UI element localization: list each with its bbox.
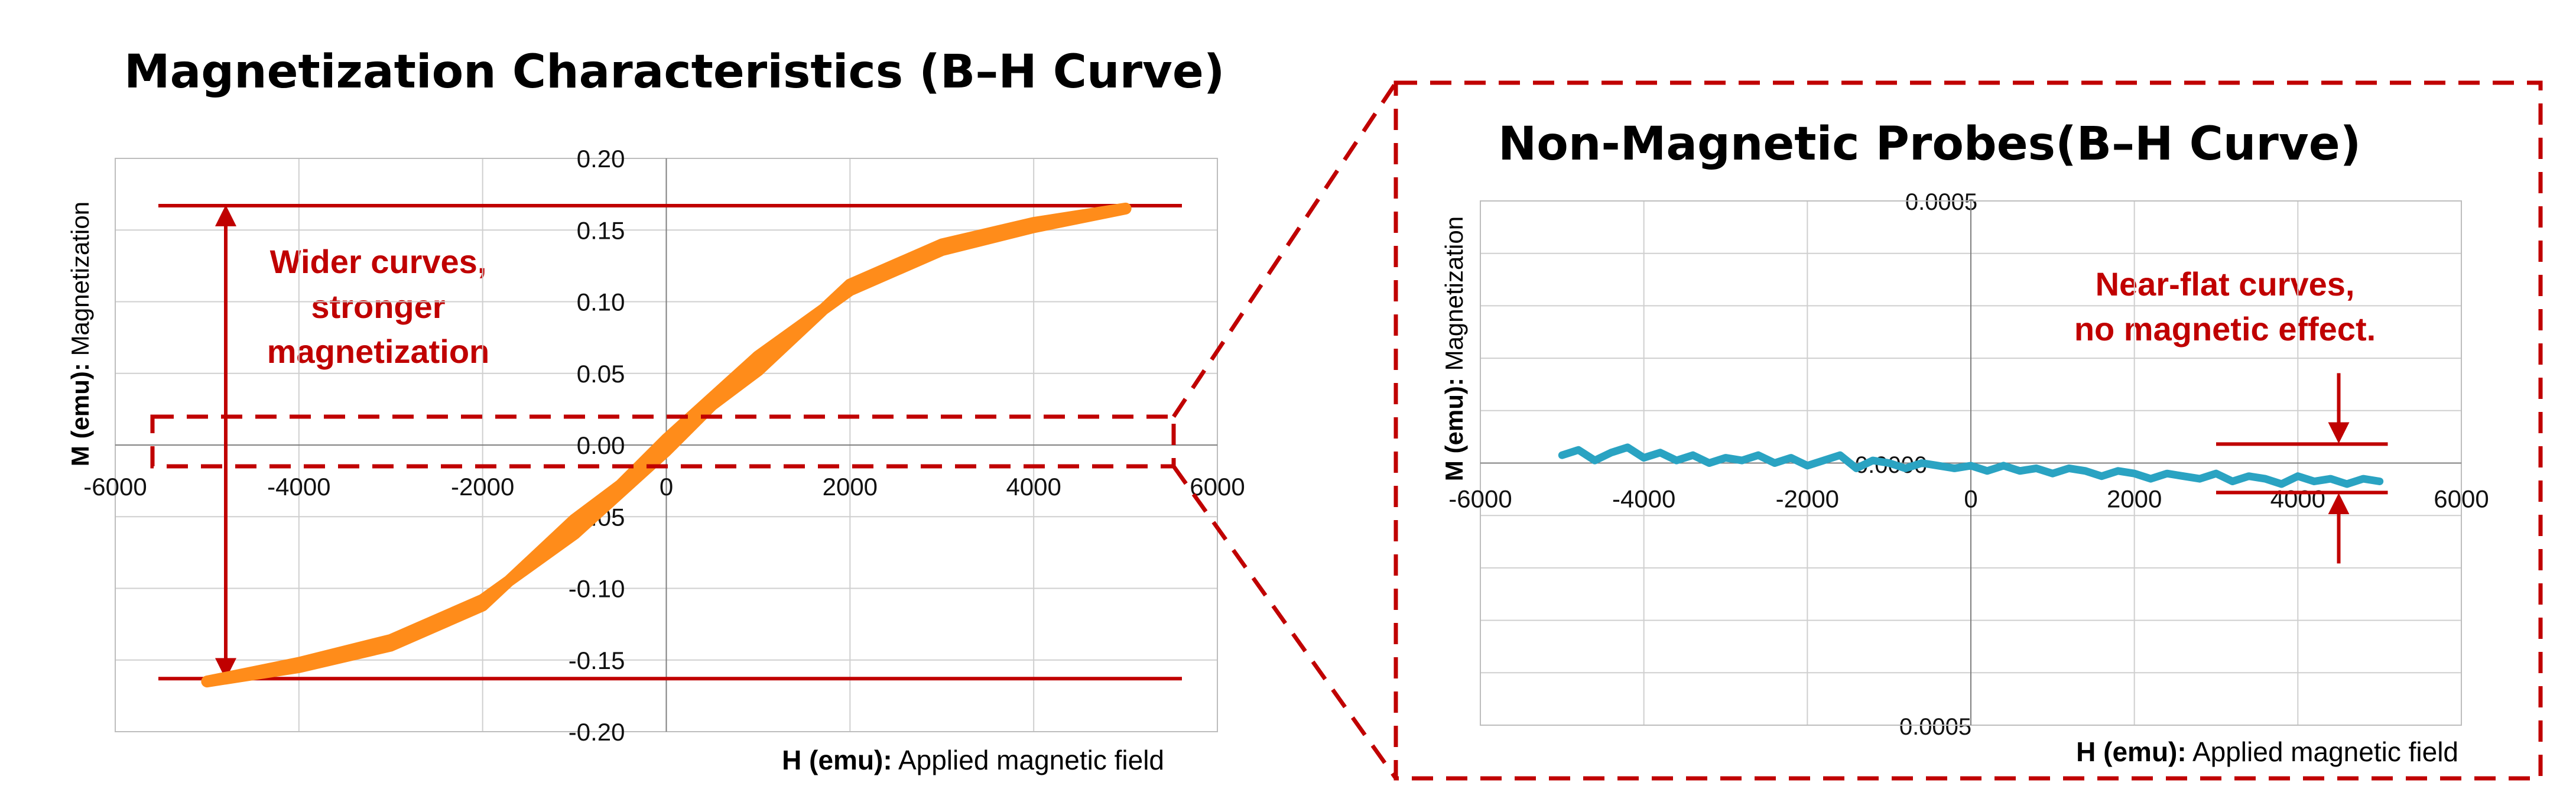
right-x-axis-title-bold: H (emu):	[2076, 736, 2187, 767]
right-annotation-line-1: Near-flat curves,	[2096, 265, 2355, 303]
right-x-tick-label: 6000	[2434, 485, 2489, 513]
zoom-source-box	[150, 414, 1176, 469]
chart-marks-layer: 0.200.150.100.050.00-0.05-0.10-0.15-0.20…	[83, 80, 2543, 781]
right-series-nonmagnetic-curve	[1558, 443, 2384, 488]
left-y-axis-title-bold: M (emu):	[66, 363, 94, 466]
left-x-tick-label: 0	[660, 473, 673, 501]
left-y-tick-label: 0.00	[577, 431, 625, 459]
right-x-axis-title: H (emu): Applied magnetic field	[2076, 736, 2458, 767]
right-y-axis-title-rest: Magnetization	[1440, 216, 1468, 378]
right-x-axis-title-rest: Applied magnetic field	[2187, 736, 2458, 767]
left-x-tick-label: -2000	[451, 473, 514, 501]
left-y-tick-label: 0.20	[577, 145, 625, 173]
left-y-tick-label: 0.15	[577, 216, 625, 244]
left-y-tick-label: 0.05	[577, 360, 625, 388]
left-y-axis-title: M (emu): Magnetization	[66, 202, 94, 466]
left-y-tick-label: 0.10	[577, 288, 625, 316]
left-y-tick-label: -0.15	[569, 647, 625, 674]
right-y-axis-title: M (emu): Magnetization	[1440, 216, 1468, 481]
left-y-axis-title-rest: Magnetization	[66, 202, 94, 363]
left-x-axis-title-rest: Applied magnetic field	[892, 745, 1164, 775]
left-x-tick-label: -6000	[83, 473, 147, 501]
left-y-tick-label: -0.20	[569, 718, 625, 746]
right-x-tick-label: -4000	[1612, 485, 1675, 513]
right-x-tick-label: 4000	[2270, 485, 2325, 513]
right-annotation-line-2: no magnetic effect.	[2074, 310, 2376, 348]
left-chart-title: Magnetization Characteristics (B–H Curve…	[124, 46, 1224, 99]
zoom-connector-top	[1172, 82, 1398, 418]
right-y-axis-title-bold: M (emu):	[1440, 378, 1468, 481]
left-annotation-line-1: Wider curves,	[270, 243, 487, 280]
left-x-axis-title-bold: H (emu):	[782, 745, 892, 775]
left-x-tick-label: 6000	[1190, 473, 1245, 501]
left-x-axis-title: H (emu): Applied magnetic field	[782, 745, 1164, 775]
left-annotation-line-2: stronger	[311, 288, 445, 325]
right-x-tick-label: -2000	[1776, 485, 1839, 513]
zoom-target-box	[1393, 80, 2543, 781]
zoom-connector-bottom	[1172, 465, 1398, 780]
right-chart-title: Non-Magnetic Probes(B–H Curve)	[1498, 118, 2361, 171]
right-x-tick-label: 0	[1964, 485, 1977, 513]
left-annotation-line-3: magnetization	[267, 333, 489, 370]
right-x-tick-label: 2000	[2107, 485, 2162, 513]
left-series-ferromagnetic-curve	[201, 202, 1132, 688]
left-y-tick-label: -0.10	[569, 575, 625, 603]
left-x-tick-label: 2000	[823, 473, 878, 501]
right-y-tick-top: 0.0005	[1905, 189, 1977, 215]
left-x-tick-label: -4000	[267, 473, 330, 501]
right-y-tick-bottom: 0.0005	[1899, 714, 1971, 740]
right-x-tick-label: -6000	[1448, 485, 1512, 513]
left-x-tick-label: 4000	[1006, 473, 1061, 501]
